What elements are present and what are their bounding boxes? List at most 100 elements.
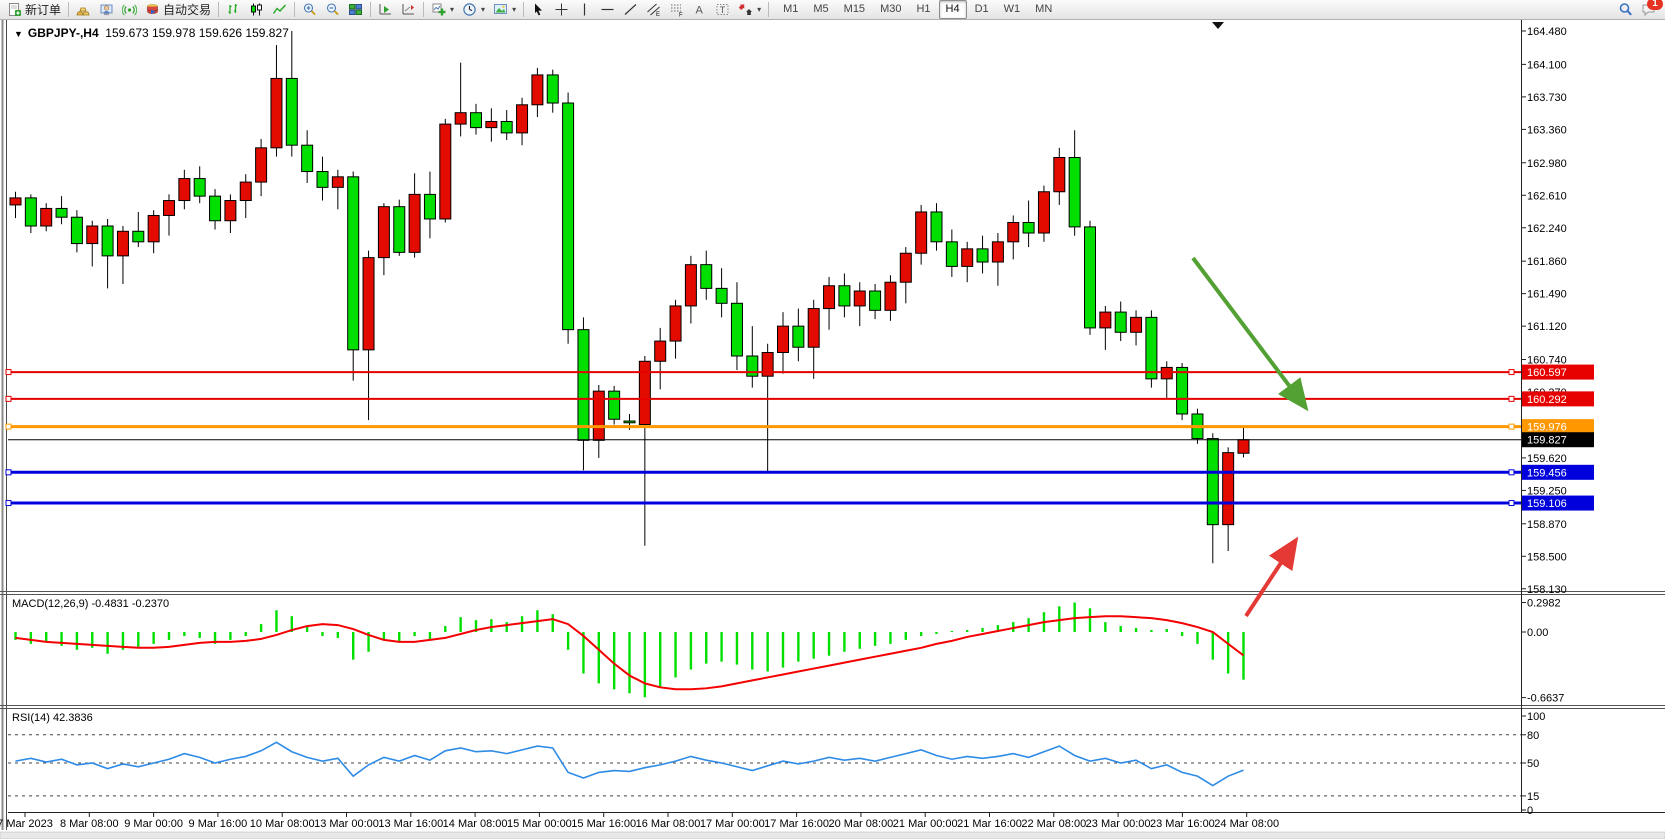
- auto-scroll-button[interactable]: [374, 0, 397, 20]
- rsi-scale-label: 15: [1527, 791, 1539, 803]
- autotrading-label: 自动交易: [163, 3, 212, 17]
- horizontal-line-icon: [601, 8, 614, 11]
- zoom-out-button[interactable]: [321, 0, 344, 20]
- time-tick-label: 17 Mar 00:00: [700, 818, 765, 830]
- price-tick-label: 164.480: [1527, 26, 1567, 38]
- arrows-tool-button[interactable]: ▾: [734, 0, 765, 20]
- chart-symbol: GBPJPY-,H4: [27, 26, 99, 40]
- price-tick-label: 160.740: [1527, 355, 1567, 367]
- price-tick-label: 163.360: [1527, 124, 1567, 136]
- candle-body: [730, 302, 743, 357]
- candlestick-mode-button[interactable]: [245, 0, 268, 20]
- time-tick-label: 15 Mar 00:00: [507, 818, 572, 830]
- hline-handle[interactable]: [5, 395, 12, 402]
- timeframe-m30-button[interactable]: M30: [880, 3, 902, 15]
- timeframe-m5-button[interactable]: M5: [813, 3, 829, 15]
- timeframe-m15-button[interactable]: M15: [843, 3, 866, 15]
- data-window-button[interactable]: [95, 0, 118, 20]
- candle-body: [777, 325, 789, 353]
- market-watch-button[interactable]: [72, 0, 95, 20]
- dropdown-caret-icon: ▾: [450, 5, 455, 14]
- rsi-line: [15, 741, 1244, 787]
- hline-handle[interactable]: [5, 500, 12, 507]
- autotrading-button[interactable]: 自动交易: [141, 0, 215, 20]
- candle-body: [869, 290, 882, 311]
- crosshair-tool-button[interactable]: [550, 0, 573, 20]
- hline-price-label: 159.976: [1527, 422, 1567, 434]
- macd-values: -0.4831 -0.2370: [91, 598, 170, 610]
- timeframe-h4-button[interactable]: H4: [938, 0, 967, 19]
- candle-body: [1022, 221, 1035, 234]
- candle-body: [377, 206, 390, 259]
- search-icon[interactable]: [1618, 2, 1633, 17]
- price-tick-label: 159.620: [1527, 453, 1567, 465]
- hline-handle[interactable]: [1508, 395, 1515, 402]
- add-indicator-icon: [432, 3, 446, 16]
- green-down-arrow[interactable]: [1191, 256, 1309, 412]
- bar-chart-mode-button[interactable]: [222, 0, 245, 20]
- chart-shift-button[interactable]: [397, 0, 420, 20]
- price-tick-label: 164.100: [1527, 59, 1567, 71]
- timeframe-toolbar: M1 M5 M15 M30 H1 H4 D1 W1 MN: [776, 0, 1059, 19]
- candle-body: [807, 308, 820, 348]
- chart-dropdown-icon[interactable]: ▼: [14, 29, 23, 39]
- zoom-in-button[interactable]: [298, 0, 321, 20]
- hline-handle[interactable]: [5, 423, 12, 430]
- time-tick-label: 20 Mar 08:00: [828, 818, 893, 830]
- rsi-scale-label: 100: [1527, 711, 1545, 723]
- timeframe-w1-button[interactable]: W1: [1003, 3, 1021, 15]
- timeframe-d1-button[interactable]: D1: [974, 3, 989, 15]
- candle-body: [24, 197, 37, 227]
- vertical-line-tool-button[interactable]: [573, 0, 596, 20]
- cursor-tool-button[interactable]: [527, 0, 550, 20]
- candle-body: [884, 281, 897, 311]
- hline-handle[interactable]: [5, 469, 12, 476]
- candle-body: [500, 120, 513, 134]
- bar-chart-icon: [228, 4, 238, 14]
- fibonacci-tool-button[interactable]: F: [665, 0, 688, 20]
- candle-body: [1099, 311, 1112, 329]
- timeframe-h1-button[interactable]: H1: [916, 3, 931, 15]
- candle-body: [423, 193, 436, 220]
- text-label-tool-button[interactable]: T: [711, 0, 734, 20]
- indicators-button[interactable]: ▾: [427, 0, 458, 20]
- hline-price-label: 159.827: [1527, 435, 1567, 447]
- notifications-button[interactable]: 1: [1641, 0, 1663, 17]
- red-up-arrow[interactable]: [1244, 536, 1299, 618]
- candle-body: [347, 176, 360, 351]
- price-tick-label: 158.130: [1527, 584, 1567, 596]
- time-tick-label: 22 Mar 08:00: [1021, 818, 1086, 830]
- candle-body: [86, 225, 99, 245]
- timeframe-m1-button[interactable]: M1: [783, 3, 799, 15]
- horizontal-line-tool-button[interactable]: [596, 0, 619, 20]
- autotrading-icon: [147, 4, 158, 15]
- cursor-icon: [535, 3, 543, 16]
- time-tick-label: 9 Mar 00:00: [124, 818, 183, 830]
- text-tool-button[interactable]: A: [688, 0, 711, 20]
- periods-button[interactable]: ▾: [458, 0, 489, 20]
- candle-body: [853, 290, 866, 307]
- hline-price-label: 159.456: [1527, 467, 1567, 479]
- chart-shift-marker-icon[interactable]: [1212, 22, 1224, 29]
- line-chart-mode-button[interactable]: [268, 0, 291, 20]
- hline-handle[interactable]: [5, 369, 12, 376]
- candle-body: [178, 178, 191, 202]
- hline-handle[interactable]: [1508, 469, 1515, 476]
- time-tick-label: 14 Mar 08:00: [443, 818, 508, 830]
- candle-body: [792, 325, 805, 348]
- candle-body: [362, 257, 375, 351]
- hline-handle[interactable]: [1508, 500, 1515, 507]
- tile-windows-button[interactable]: [344, 0, 367, 20]
- equidistant-channel-tool-button[interactable]: E: [642, 0, 665, 20]
- trendline-tool-button[interactable]: [619, 0, 642, 20]
- signals-button[interactable]: [118, 0, 141, 20]
- new-order-button[interactable]: 新订单: [3, 0, 65, 20]
- candle-body: [1084, 226, 1096, 329]
- candle-body: [270, 77, 283, 149]
- hline-handle[interactable]: [1508, 369, 1515, 376]
- hline-handle[interactable]: [1508, 423, 1515, 430]
- toolbar-separator: [294, 2, 296, 17]
- templates-button[interactable]: ▾: [489, 0, 520, 20]
- candle-body: [163, 200, 175, 216]
- timeframe-mn-button[interactable]: MN: [1035, 3, 1053, 15]
